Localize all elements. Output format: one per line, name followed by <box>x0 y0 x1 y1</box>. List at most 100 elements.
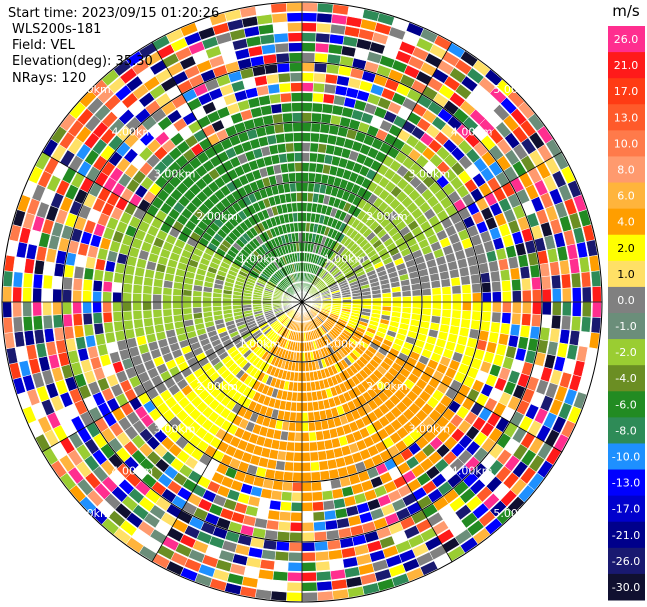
velocity-gate <box>571 287 582 303</box>
ring-label: 4.00km <box>451 125 493 138</box>
velocity-gate <box>307 401 314 412</box>
velocity-gate <box>442 293 452 303</box>
velocity-gate <box>497 333 510 346</box>
velocity-gate <box>561 287 572 303</box>
velocity-gate <box>72 301 82 315</box>
velocity-gate <box>301 142 311 152</box>
velocity-gate <box>298 232 303 242</box>
velocity-gate <box>376 12 395 26</box>
velocity-gate <box>312 511 326 522</box>
ring-label: 3.00km <box>154 168 196 181</box>
velocity-gate <box>301 22 317 33</box>
colorbar-swatch <box>608 313 645 340</box>
velocity-gate <box>568 330 581 346</box>
velocity-gate <box>72 277 83 291</box>
velocity-gate <box>212 297 222 303</box>
velocity-gate <box>273 470 285 481</box>
velocity-gate <box>290 502 303 512</box>
velocity-gate <box>432 301 442 310</box>
velocity-gate <box>94 258 107 271</box>
velocity-gate <box>173 314 184 323</box>
velocity-gate <box>560 315 572 331</box>
velocity-gate <box>402 296 412 303</box>
velocity-gate <box>272 480 284 491</box>
velocity-gate <box>320 113 332 124</box>
velocity-gate <box>288 172 296 183</box>
velocity-gate <box>32 287 43 303</box>
velocity-gate <box>293 142 303 152</box>
velocity-gate <box>372 297 382 303</box>
velocity-gate <box>560 273 572 289</box>
velocity-gate <box>254 588 272 601</box>
velocity-gate <box>273 123 285 134</box>
velocity-gate <box>142 301 152 311</box>
colorbar-tick: 0.0 <box>617 294 635 307</box>
velocity-gate <box>331 13 348 26</box>
velocity-gate <box>202 301 212 308</box>
velocity-gate <box>471 310 482 322</box>
velocity-gate <box>502 301 512 314</box>
velocity-gate <box>256 85 270 97</box>
colorbar-tick: 6.0 <box>617 190 635 203</box>
velocity-gate <box>295 182 303 192</box>
velocity-gate <box>301 202 308 212</box>
velocity-gate <box>280 102 293 113</box>
velocity-gate <box>73 324 85 339</box>
velocity-gate <box>266 134 278 146</box>
velocity-gate <box>324 519 339 531</box>
ppi-velocity-plot: 1.00km 2.00km 3.00km 4.00km 5.00km 1.00km 2.00… <box>1 1 603 603</box>
velocity-gate <box>294 432 303 442</box>
velocity-gate <box>482 301 492 313</box>
velocity-gate <box>352 298 362 303</box>
velocity-gate <box>202 296 212 303</box>
colorbar-swatch <box>608 365 645 392</box>
velocity-gate <box>472 292 482 303</box>
velocity-gate <box>289 522 303 532</box>
colorbar-tick: 26.0 <box>614 33 639 46</box>
velocity-gate <box>283 182 291 194</box>
velocity-gate <box>461 284 472 294</box>
velocity-gate <box>392 296 402 303</box>
velocity-gate <box>122 301 132 312</box>
velocity-gate <box>550 314 562 330</box>
velocity-gate <box>315 430 325 441</box>
velocity-gate <box>301 372 307 382</box>
azimuth-spokes <box>2 2 602 602</box>
velocity-gate <box>517 254 529 268</box>
velocity-gate <box>153 316 164 326</box>
velocity-gate <box>12 301 23 318</box>
velocity-gate <box>124 328 136 340</box>
ring-label: 5.00km <box>493 83 535 96</box>
velocity-gate <box>534 351 547 367</box>
velocity-gate <box>310 471 322 482</box>
velocity-gate <box>549 261 561 277</box>
colorbar-tick: 21.0 <box>614 59 639 72</box>
velocity-gate <box>288 421 296 432</box>
velocity-gate <box>276 143 287 154</box>
velocity-gate <box>154 131 170 146</box>
velocity-gate <box>497 258 510 271</box>
velocity-gate <box>387 101 402 115</box>
velocity-gate <box>284 132 294 143</box>
velocity-gate <box>32 273 44 289</box>
velocity-gate <box>340 45 357 58</box>
velocity-gate <box>113 320 124 332</box>
velocity-gate <box>72 313 83 327</box>
velocity-gate <box>542 301 552 316</box>
velocity-gate <box>391 291 402 298</box>
velocity-gate <box>315 32 331 44</box>
velocity-gate <box>491 280 502 293</box>
velocity-gate <box>331 488 344 500</box>
velocity-gate <box>63 325 75 340</box>
velocity-gate <box>316 590 334 602</box>
velocity-gate <box>163 315 174 325</box>
velocity-gate <box>291 492 303 502</box>
velocity-gate <box>290 92 303 102</box>
colorbar-swatch <box>608 104 645 131</box>
velocity-gate <box>254 75 268 87</box>
velocity-gate <box>489 270 501 283</box>
velocity-gate <box>322 499 336 511</box>
velocity-gate <box>334 507 348 519</box>
velocity-gate <box>212 305 223 312</box>
azimuth-spoke <box>301 41 453 303</box>
